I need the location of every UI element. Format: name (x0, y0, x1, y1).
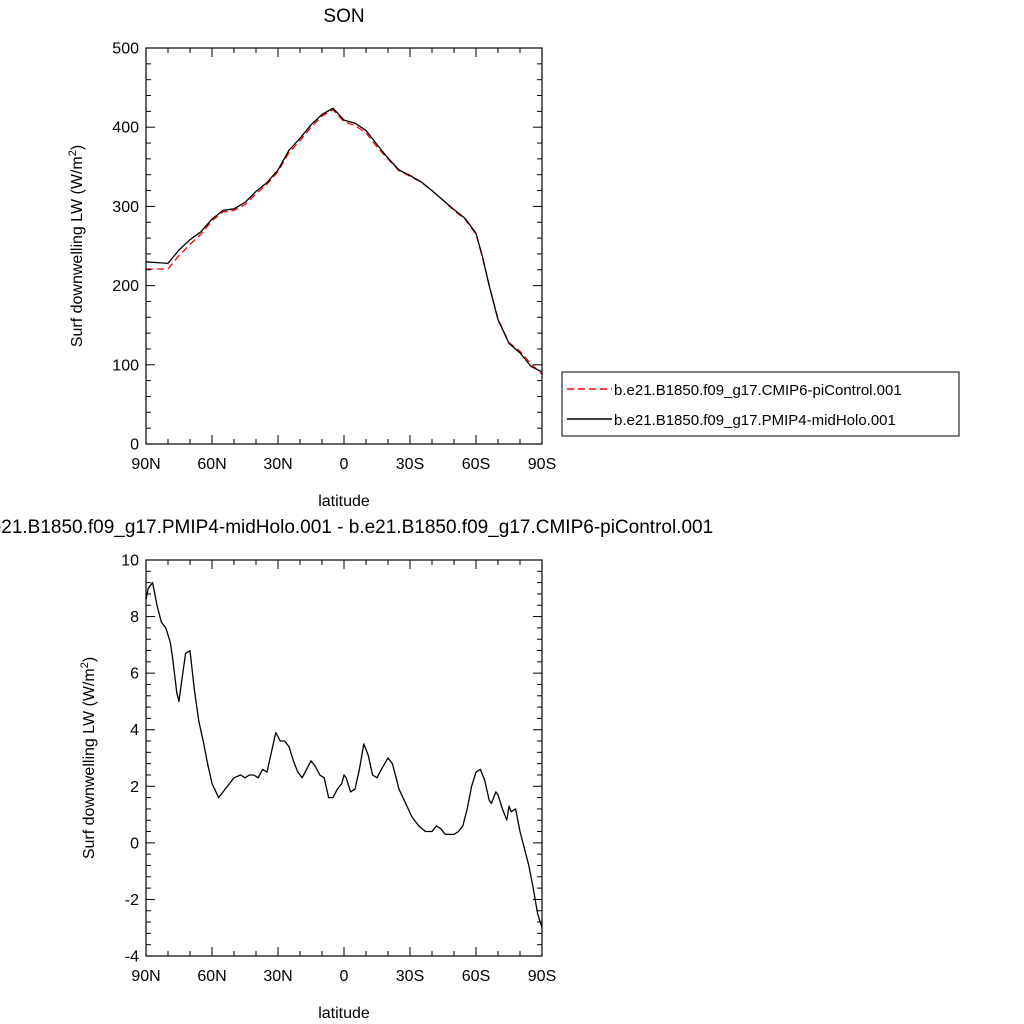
bottom-panel-y-tick-label: -4 (125, 949, 139, 966)
bottom-panel-y-tick-label: 0 (130, 835, 139, 852)
top-panel-series-line-1 (146, 109, 543, 375)
legend-label-picontrol: b.e21.B1850.f09_g17.CMIP6-piControl.001 (614, 382, 902, 399)
bottom-panel-series-group (145, 581, 543, 928)
top-panel-title: SON (323, 6, 364, 27)
top-panel-y-axis-label: Surf downwelling LW (W/m2) (67, 145, 86, 347)
top-panel-series-group (145, 107, 543, 375)
top-panel-x-axis-label: latitude (318, 493, 370, 510)
bottom-panel: b.e21.B1850.f09_g17.PMIP4-midHolo.001 - … (0, 517, 713, 1022)
top-panel-y-tick-label: 300 (112, 199, 139, 216)
top-panel-x-tick-label: 0 (340, 456, 349, 473)
bottom-panel-x-tick-label: 60S (462, 968, 490, 985)
top-panel-x-tick-label: 60N (197, 456, 226, 473)
top-panel-series-line-2 (145, 107, 543, 373)
bottom-panel-y-tick-label: 8 (130, 609, 139, 626)
bottom-panel-x-tick-label: 0 (340, 968, 349, 985)
bottom-panel-x-tick-label: 30S (396, 968, 424, 985)
bottom-panel-x-tick-label: 90S (528, 968, 556, 985)
legend-label-midholo: b.e21.B1850.f09_g17.PMIP4-midHolo.001 (614, 412, 896, 429)
top-panel-y-tick-label: 0 (130, 437, 139, 454)
top-panel-ticks: 90N 60N 30N 0 30S 60S 90S 0 100 200 300 400 500 (112, 41, 556, 474)
bottom-panel-x-tick-label: 30N (263, 968, 292, 985)
bottom-panel-y-tick-label: 4 (130, 722, 139, 739)
bottom-panel-x-axis-label: latitude (318, 1005, 370, 1022)
top-panel-legend: b.e21.B1850.f09_g17.CMIP6-piControl.001 … (561, 371, 960, 437)
top-panel-y-tick-label: 200 (112, 278, 139, 295)
bottom-panel-y-tick-label: 6 (130, 666, 139, 683)
top-panel: SON 90N 60N 30N 0 30S 60S 90S0100200300400500 … (67, 6, 960, 510)
legend-box (561, 371, 960, 437)
bottom-panel-x-tick-label: 90N (131, 968, 160, 985)
top-panel-x-tick-label: 30N (263, 456, 292, 473)
top-panel-y-tick-label: 400 (112, 120, 139, 137)
bottom-panel-title: b.e21.B1850.f09_g17.PMIP4-midHolo.001 - … (0, 517, 713, 538)
top-panel-x-tick-label: 90S (528, 456, 556, 473)
top-panel-y-tick-label: 100 (112, 357, 139, 374)
bottom-panel-x-tick-label: 60N (197, 968, 226, 985)
top-panel-x-tick-label: 90N (131, 456, 160, 473)
bottom-panel-y-tick-label: 10 (121, 553, 139, 570)
top-panel-x-tick-label: 30S (396, 456, 424, 473)
top-panel-x-tick-label: 60S (462, 456, 490, 473)
top-panel-y-tick-label: 500 (112, 41, 139, 58)
bottom-panel-y-tick-label: 2 (130, 779, 139, 796)
bottom-panel-ticks: 90N 60N 30N 0 30S 60S 90S -4 -2 0 2 4 6 8 10 (121, 553, 556, 986)
bottom-panel-plot-frame (145, 559, 543, 957)
bottom-panel-y-tick-label: -2 (125, 892, 139, 909)
bottom-panel-series-line-1 (145, 581, 543, 928)
bottom-panel-y-axis-label: Surf downwelling LW (W/m2) (79, 657, 98, 859)
top-panel-plot-frame (145, 47, 543, 445)
